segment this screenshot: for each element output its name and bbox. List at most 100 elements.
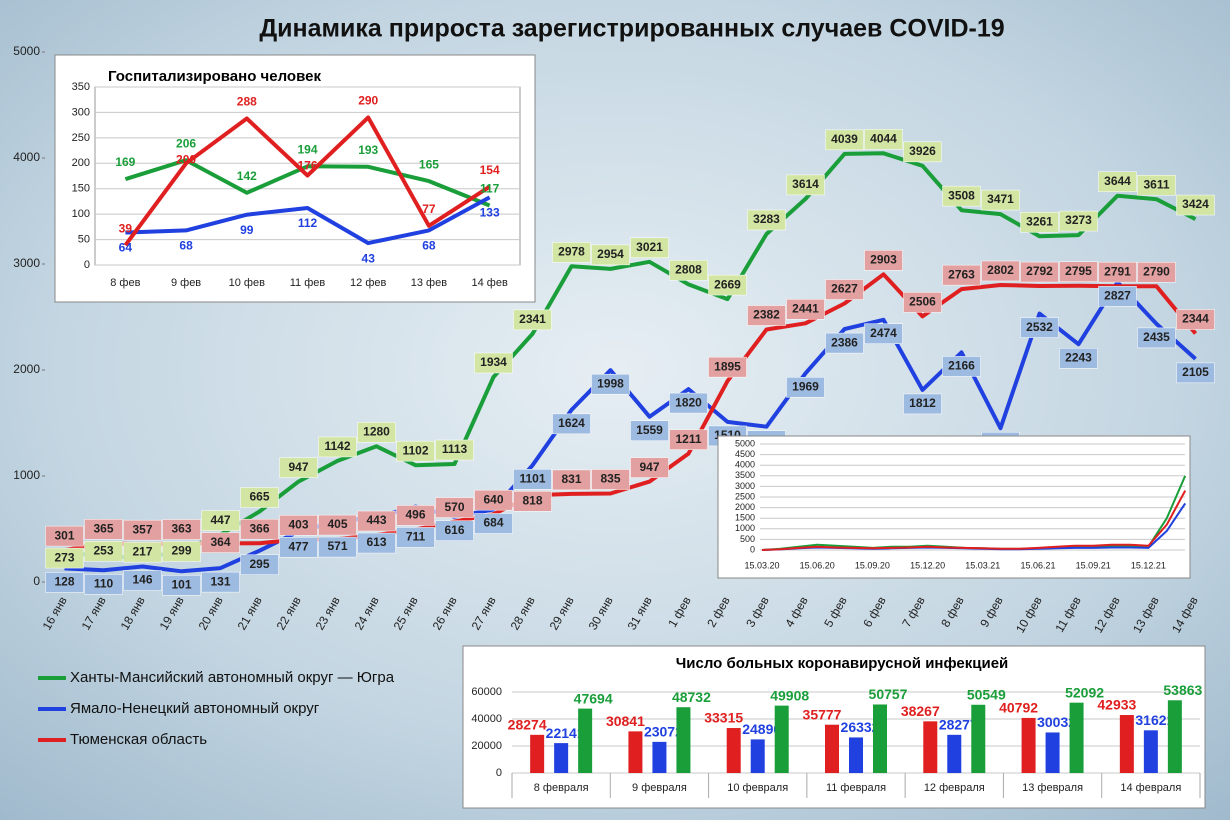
bar [1045, 732, 1060, 773]
value-label: 217 [132, 544, 152, 558]
value-label-box [45, 525, 84, 547]
value-label-box [1176, 309, 1215, 330]
value-label-box [1137, 262, 1176, 283]
value-label: 2978 [558, 245, 585, 259]
value-label: 831 [561, 472, 581, 486]
y-tick-label: 150 [72, 183, 90, 195]
bar [628, 731, 643, 773]
y-tick-label: 300 [72, 106, 90, 118]
value-label-box [1020, 212, 1059, 233]
value-label-box [1020, 317, 1059, 338]
value-label-box [591, 244, 630, 266]
value-label: 28277 [939, 717, 978, 733]
value-label-box [357, 532, 396, 554]
value-label: 3021 [636, 240, 663, 254]
value-label: 403 [288, 517, 308, 531]
value-label-box [396, 440, 435, 462]
value-label: 405 [327, 517, 347, 531]
value-label-box [123, 570, 162, 591]
value-label-box [747, 305, 786, 326]
bar [554, 743, 569, 773]
value-label-box [435, 439, 474, 461]
value-label-box [1098, 261, 1137, 283]
value-label: 2506 [909, 295, 936, 309]
value-label-box [201, 510, 240, 531]
value-label: 22141 [546, 725, 585, 741]
value-label: 1998 [597, 376, 624, 390]
y-tick-label: 50 [78, 233, 90, 245]
inset-title: Число больных коронавирусной инфекцией [676, 655, 1009, 672]
x-tick-label: 14 февраля [1120, 782, 1181, 794]
x-tick-label: 15.03.21 [965, 560, 1000, 570]
inset-frame [54, 54, 536, 303]
y-tick-label: 1000 [735, 523, 755, 533]
value-label: 570 [444, 500, 464, 514]
value-label: 301 [54, 528, 74, 542]
value-label: 142 [237, 169, 257, 183]
value-label-box [1059, 261, 1098, 282]
value-label-box [474, 513, 513, 534]
y-tick-label: 3000 [13, 256, 40, 270]
value-label-box [942, 185, 981, 207]
value-label: 176 [297, 159, 317, 173]
x-tick-label: 9 февраля [632, 782, 687, 794]
value-label-box [1137, 327, 1176, 349]
bar [825, 724, 839, 773]
bar [1143, 730, 1158, 773]
value-label: 2386 [831, 335, 858, 349]
bar [1021, 717, 1036, 773]
value-label-box [1137, 174, 1176, 196]
value-label: 146 [132, 573, 152, 587]
value-label: 684 [483, 516, 503, 530]
value-label: 665 [249, 490, 269, 504]
value-label: 52092 [1065, 684, 1104, 700]
value-label: 2790 [1143, 264, 1170, 278]
y-tick-label: 1000 [13, 468, 40, 482]
series-line [125, 195, 491, 246]
value-label: 4044 [870, 132, 897, 146]
value-label: 169 [115, 155, 135, 169]
value-label-box [786, 299, 825, 320]
value-label: 2441 [792, 301, 819, 315]
value-label-box [474, 352, 513, 374]
y-tick-label: 2000 [13, 362, 40, 376]
x-tick-label: 13 фев [411, 277, 447, 289]
y-tick-label: 350 [72, 81, 90, 93]
value-label: 443 [366, 513, 386, 527]
value-label-box [552, 242, 591, 263]
value-label-box [630, 237, 669, 259]
value-label: 3644 [1104, 174, 1131, 188]
x-tick-label: 15.03.20 [744, 560, 779, 570]
value-label-box [591, 469, 630, 490]
bar [774, 705, 789, 773]
bar [1119, 715, 1134, 773]
bar [923, 721, 938, 773]
value-label: 35777 [803, 706, 842, 722]
value-label: 616 [444, 523, 464, 537]
value-label-box [240, 554, 279, 575]
value-label: 1624 [558, 416, 585, 430]
value-label: 2903 [870, 252, 897, 266]
value-label: 1280 [363, 424, 390, 438]
y-tick-label: 20000 [471, 740, 502, 752]
inset-frame [717, 435, 1191, 579]
value-label: 99 [240, 223, 254, 237]
value-label-box [474, 489, 513, 511]
value-label-box [669, 429, 708, 450]
value-label-box [1098, 286, 1137, 307]
value-label-box [1098, 171, 1137, 192]
bar [971, 704, 986, 773]
value-label: 365 [93, 521, 113, 535]
y-tick-label: 3500 [735, 470, 755, 480]
legend: Ханты-Мансийский автономный округ — Югра… [38, 669, 395, 748]
series-line [64, 151, 1197, 561]
value-label: 133 [480, 206, 500, 220]
value-label-box [279, 457, 318, 478]
bar [849, 737, 863, 773]
series-line [64, 272, 1198, 553]
value-label-box [747, 209, 786, 231]
value-label: 357 [132, 522, 152, 536]
value-label-box [786, 377, 825, 398]
value-label: 31621 [1135, 712, 1174, 728]
